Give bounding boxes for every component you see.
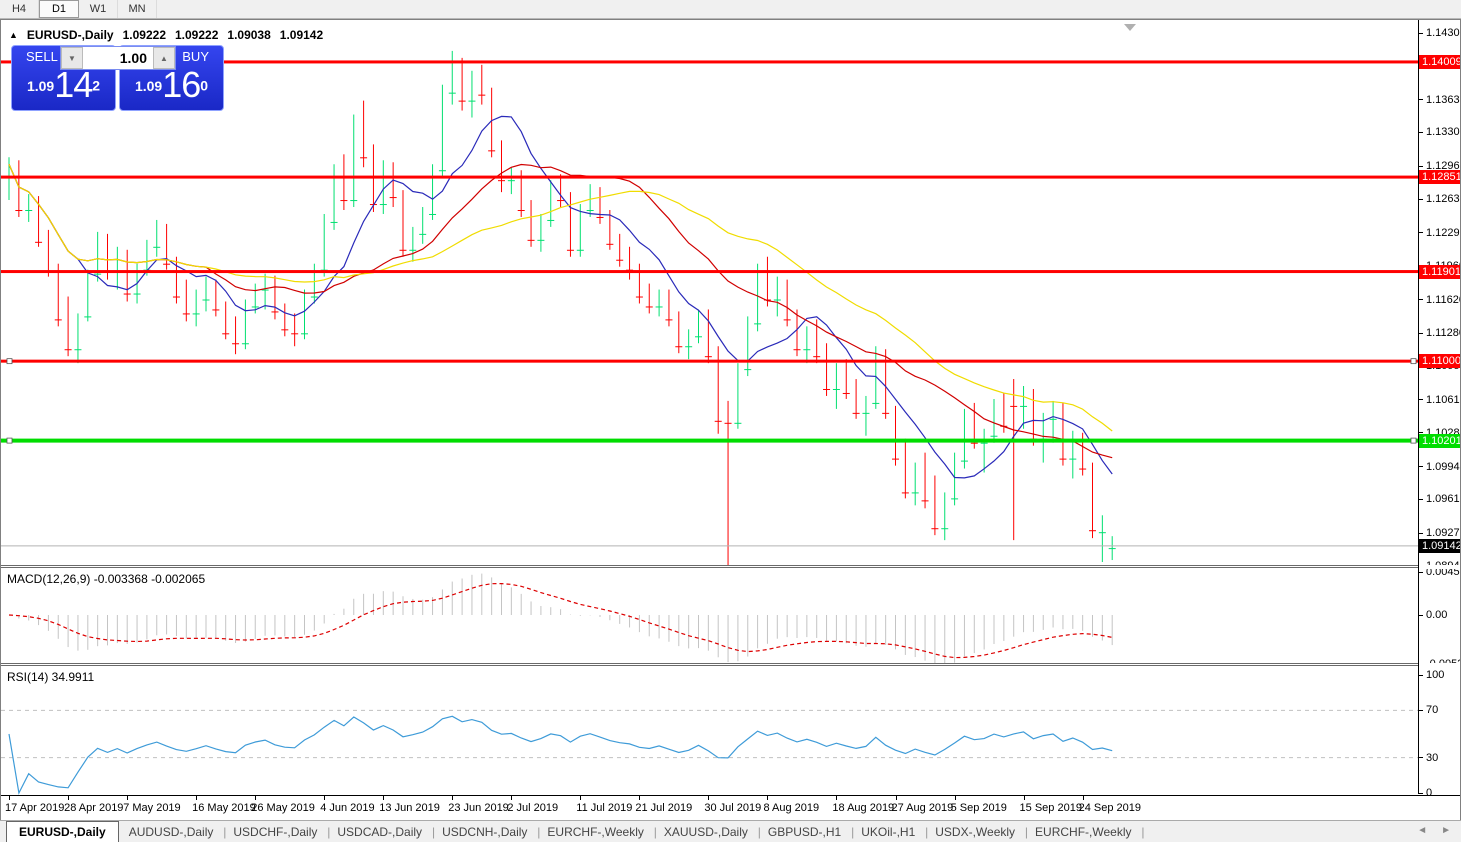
chart-tab-gbpusd-h1[interactable]: GBPUSD-,H1 bbox=[758, 823, 855, 841]
chart-tab-xauusd-daily[interactable]: XAUUSD-,Daily bbox=[654, 823, 761, 841]
timeframe-mn[interactable]: MN bbox=[118, 0, 157, 18]
date-tick-label: 5 Sep 2019 bbox=[950, 802, 1007, 814]
sell-price-sup: 2 bbox=[92, 77, 101, 94]
date-tick-label: 21 Jul 2019 bbox=[635, 802, 693, 814]
price-panel: ▲ EURUSD-,Daily 1.09222 1.09222 1.09038 … bbox=[1, 20, 1460, 565]
date-tick-label: 16 May 2019 bbox=[192, 802, 256, 814]
one-click-trading-panel: SELL 1.09142 BUY 1.09160 ▼ ▲ bbox=[11, 45, 225, 111]
macd-label: MACD(12,26,9) -0.003368 -0.002065 bbox=[7, 572, 206, 586]
hline-1.14009 bbox=[1, 60, 1418, 64]
macd-panel: MACD(12,26,9) -0.003368 -0.002065 0.0045… bbox=[1, 569, 1460, 663]
date-tick-label: 4 Jun 2019 bbox=[320, 802, 375, 814]
volume-box: ▼ ▲ bbox=[60, 46, 176, 70]
date-axis: 17 Apr 2019 28 Apr 2019 7 May 2019 16 May 2… bbox=[1, 795, 1460, 820]
panel-separator[interactable] bbox=[1, 663, 1418, 667]
date-tick-label: 23 Jun 2019 bbox=[448, 802, 509, 814]
tab-scroll-right-icon[interactable]: ► bbox=[1441, 825, 1451, 836]
chart-tab-ukoil-h1[interactable]: UKOil-,H1 bbox=[851, 823, 928, 841]
rsi-label: RSI(14) 34.9911 bbox=[7, 670, 95, 684]
rsi-axis: 100 70 30 0 bbox=[1419, 667, 1460, 795]
chart-tab-audusd-daily[interactable]: AUDUSD-,Daily bbox=[119, 823, 226, 841]
level-price-tag: 1.12851 bbox=[1419, 170, 1460, 185]
date-tick-label: 2 Jul 2019 bbox=[507, 802, 559, 814]
chart-tab-usdcnh-daily[interactable]: USDCNH-,Daily bbox=[432, 823, 541, 841]
buy-price-prefix: 1.09 bbox=[134, 78, 163, 94]
level-price-tag: 1.11901 bbox=[1419, 264, 1460, 279]
volume-increase-button[interactable]: ▲ bbox=[153, 47, 175, 69]
date-tick-label: 24 Sep 2019 bbox=[1078, 802, 1142, 814]
timeframe-toolbar: H4 D1 W1 MN bbox=[0, 0, 1461, 19]
ohlc-open: 1.09222 bbox=[122, 28, 166, 42]
timeframe-d1[interactable]: D1 bbox=[39, 0, 79, 18]
panel-separator[interactable] bbox=[1, 565, 1418, 569]
chart-ohlc-header: ▲ EURUSD-,Daily 1.09222 1.09222 1.09038 … bbox=[9, 28, 323, 42]
price-axis: 1.143001.139701.136301.133001.129601.126… bbox=[1419, 20, 1460, 565]
hline-1.11901 bbox=[1, 270, 1418, 274]
collapse-panel-icon[interactable]: ▲ bbox=[9, 30, 18, 40]
rsi-chart-canvas[interactable] bbox=[1, 667, 1418, 795]
chart-tab-eurusd-daily[interactable]: EURUSD-,Daily bbox=[6, 821, 119, 842]
level-price-tag: 1.11000 bbox=[1419, 354, 1460, 369]
ohlc-close: 1.09142 bbox=[279, 28, 324, 42]
date-tick-label: 18 Aug 2019 bbox=[832, 802, 895, 814]
date-tick-label: 15 Sep 2019 bbox=[1019, 802, 1082, 814]
date-tick-label: 28 Apr 2019 bbox=[64, 802, 124, 814]
symbol-period-label: EURUSD-,Daily bbox=[26, 28, 114, 42]
tab-scroll-left-icon[interactable]: ◄ bbox=[1417, 825, 1428, 836]
volume-decrease-button[interactable]: ▼ bbox=[61, 47, 83, 69]
ohlc-low: 1.09038 bbox=[227, 28, 271, 42]
level-price-tag: 1.10201 bbox=[1419, 433, 1460, 448]
buy-label: BUY bbox=[182, 49, 209, 64]
price-chart-canvas[interactable] bbox=[1, 20, 1418, 565]
macd-chart-canvas[interactable] bbox=[1, 569, 1418, 663]
chart-tab-eurchf-weekly[interactable]: EURCHF-,Weekly bbox=[1025, 823, 1145, 841]
volume-input[interactable] bbox=[83, 47, 153, 69]
chart-shift-marker[interactable] bbox=[1124, 24, 1136, 31]
date-tick-label: 8 Aug 2019 bbox=[763, 802, 820, 814]
date-tick-label: 13 Jun 2019 bbox=[379, 802, 440, 814]
chart-tabs: EURUSD-,DailyAUDUSD-,DailyUSDCHF-,DailyU… bbox=[0, 821, 1145, 842]
hline-1.12851 bbox=[1, 175, 1418, 179]
buy-price-sup: 0 bbox=[200, 77, 209, 94]
sell-price-prefix: 1.09 bbox=[26, 78, 55, 94]
date-tick-label: 26 May 2019 bbox=[251, 802, 315, 814]
date-tick-label: 7 May 2019 bbox=[123, 802, 181, 814]
chart-tab-usdcad-daily[interactable]: USDCAD-,Daily bbox=[327, 823, 434, 841]
tab-scroll-controls: ◄ ► bbox=[1417, 825, 1451, 836]
date-tick-label: 17 Apr 2019 bbox=[5, 802, 65, 814]
sell-price: 1.09142 bbox=[12, 64, 115, 106]
sell-label: SELL bbox=[26, 49, 58, 64]
date-tick-label: 11 Jul 2019 bbox=[576, 802, 633, 814]
date-tick-label: 27 Aug 2019 bbox=[891, 802, 954, 814]
rsi-panel: RSI(14) 34.9911 100 70 30 0 bbox=[1, 667, 1460, 795]
chart-tab-usdx-weekly[interactable]: USDX-,Weekly bbox=[925, 823, 1028, 841]
date-tick-label: 30 Jul 2019 bbox=[704, 802, 762, 814]
current-price-tag: 1.09142 bbox=[1419, 538, 1460, 553]
hline-1.10201 bbox=[1, 437, 1418, 444]
timeframe-w1[interactable]: W1 bbox=[79, 0, 118, 18]
timeframe-h4[interactable]: H4 bbox=[0, 0, 39, 18]
chart-tab-eurchf-weekly[interactable]: EURCHF-,Weekly bbox=[537, 823, 657, 841]
buy-price: 1.09160 bbox=[120, 64, 223, 106]
ohlc-high: 1.09222 bbox=[175, 28, 219, 42]
sell-price-big: 14 bbox=[54, 64, 93, 105]
chart-window: ▲ EURUSD-,Daily 1.09222 1.09222 1.09038 … bbox=[0, 19, 1461, 820]
buy-price-big: 16 bbox=[162, 64, 201, 105]
level-price-tag: 1.14009 bbox=[1419, 54, 1460, 69]
hline-1.11000 bbox=[1, 358, 1418, 365]
axis-divider bbox=[1418, 20, 1419, 794]
chart-tab-bar: EURUSD-,DailyAUDUSD-,DailyUSDCHF-,DailyU… bbox=[0, 820, 1461, 842]
macd-axis: 0.0045360.00-0.005205 bbox=[1419, 569, 1460, 663]
chart-tab-usdchf-daily[interactable]: USDCHF-,Daily bbox=[223, 823, 330, 841]
